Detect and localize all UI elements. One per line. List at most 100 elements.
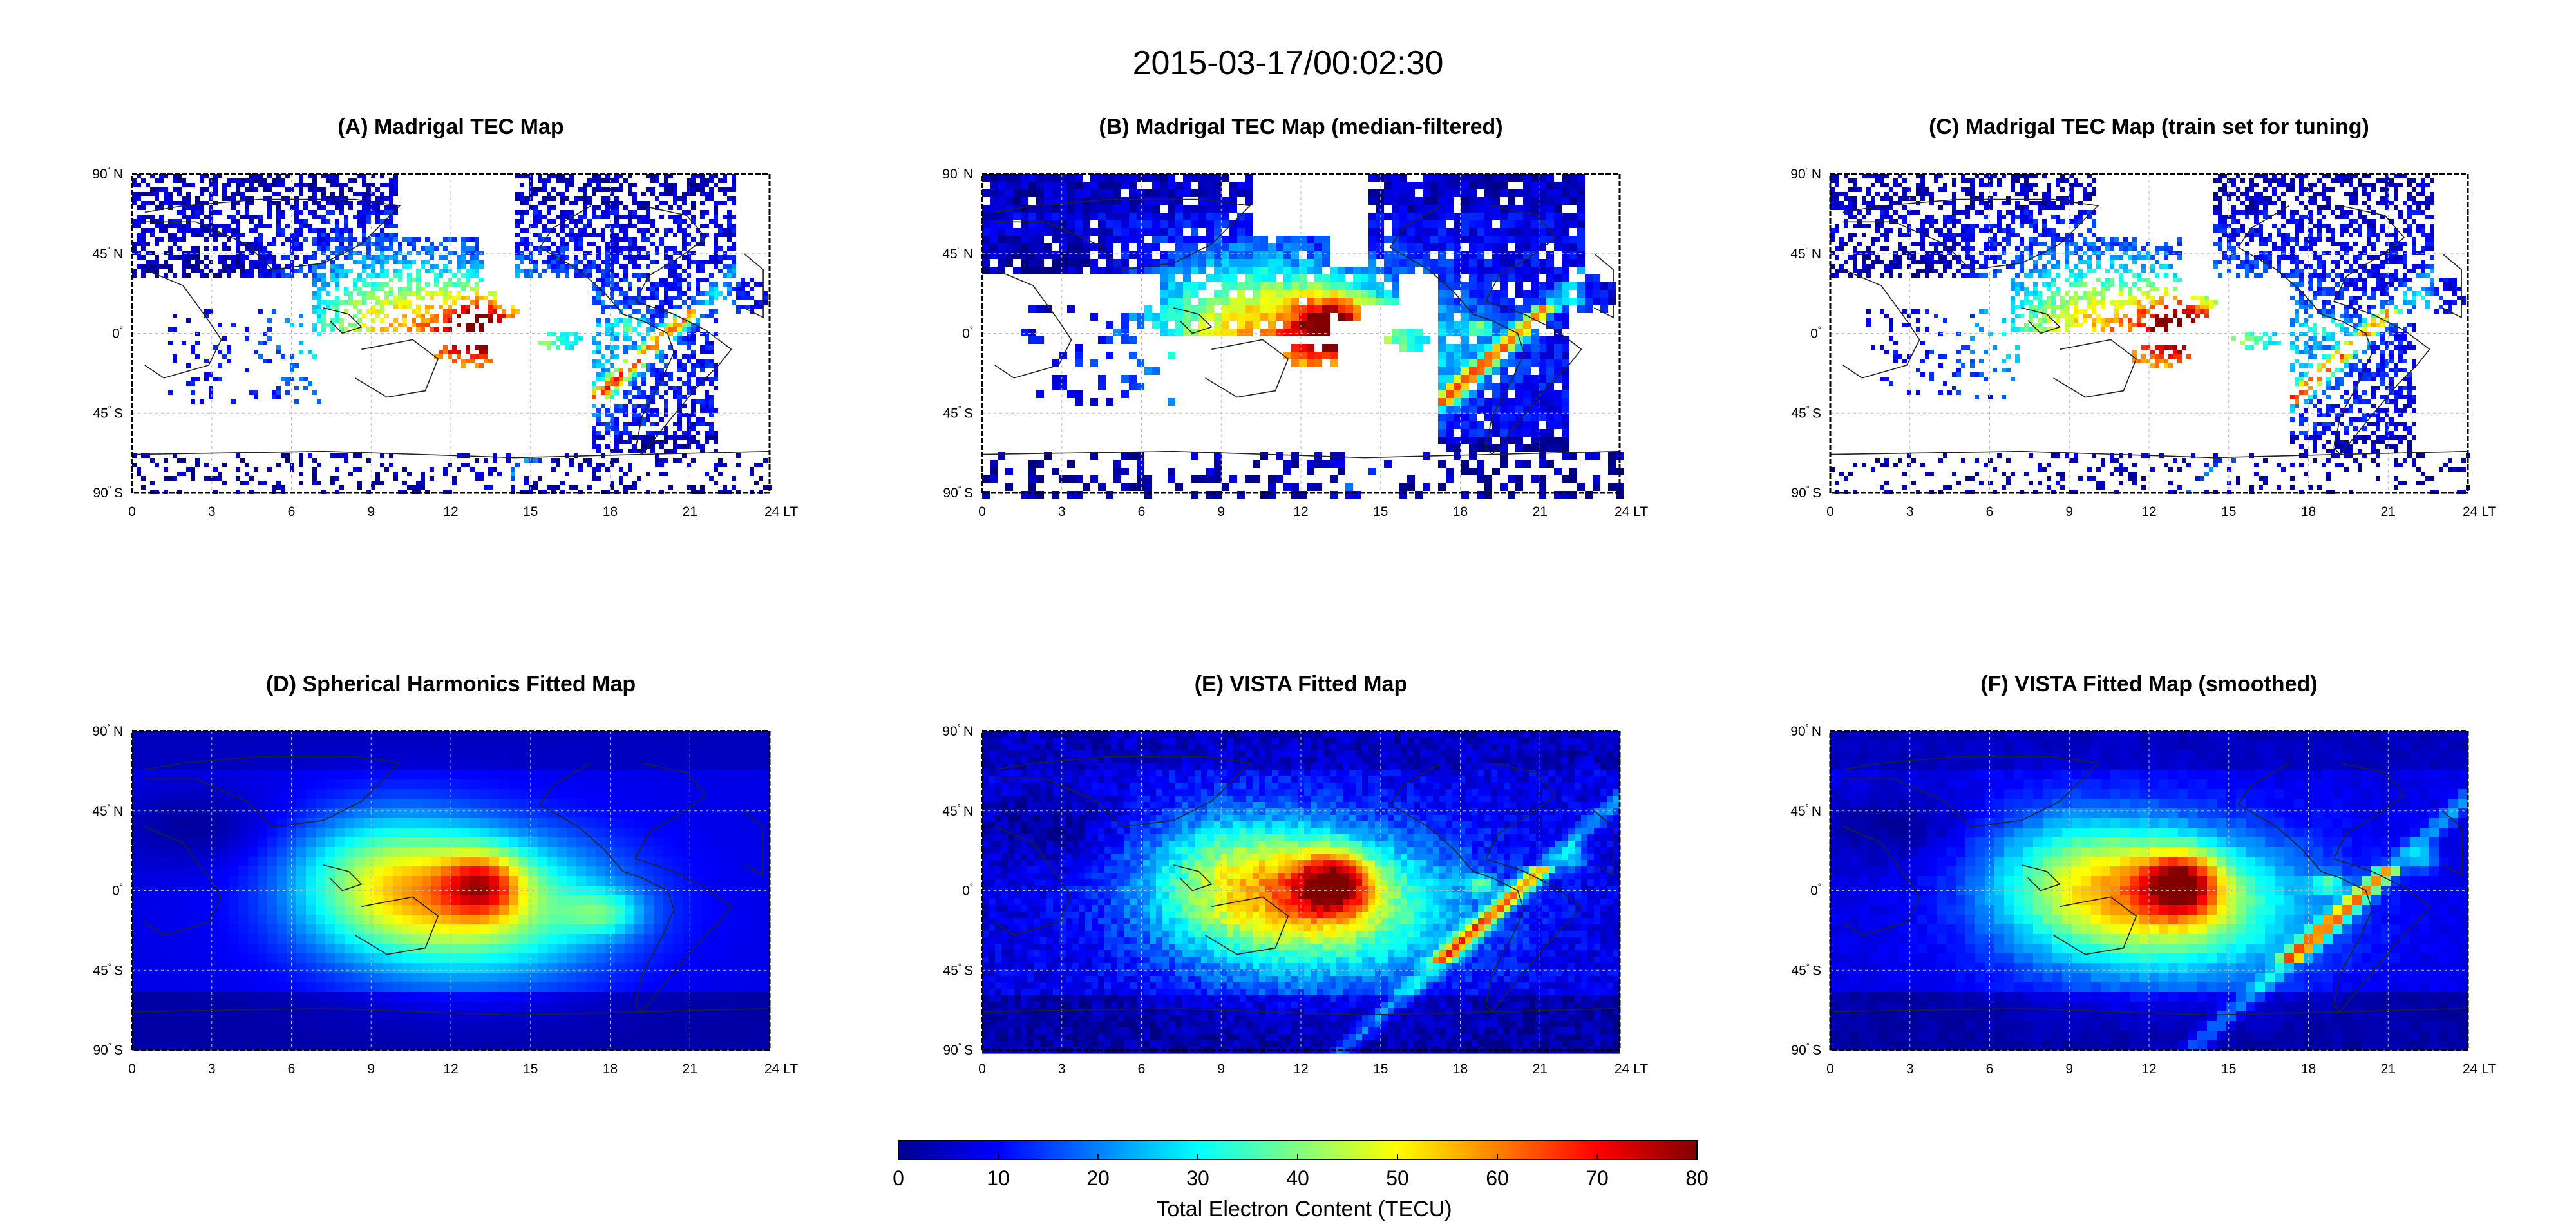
x-tick-label: 15 [2221,504,2236,519]
x-tick-label: 21 [1533,1062,1548,1076]
x-tick-label: 24 LT [1615,1062,1648,1076]
x-tick-label: 6 [288,504,296,519]
figure-title: 2015-03-17/00:02:30 [0,44,2576,82]
x-tick-label: 18 [2301,1062,2316,1076]
x-tick-label: 21 [2381,1062,2396,1076]
y-tick-label: 0° [112,882,123,899]
y-tick-label: 45°N [942,245,973,262]
y-tick-label: 90°S [1791,484,1821,501]
x-tick-label: 3 [1058,1062,1066,1076]
colorbar-label: Total Electron Content (TECU) [886,1197,1723,1222]
y-tick-label: 90°S [1791,1041,1821,1058]
x-tick-label: 3 [1906,504,1914,519]
x-tick-label: 24 LT [2463,504,2496,519]
y-tick-label: 90°N [1790,722,1821,739]
x-tick-label: 24 LT [764,504,798,519]
y-tick-label: 45°S [943,961,973,978]
x-tick-label: 9 [367,504,375,519]
x-tick-label: 24 LT [2463,1062,2496,1076]
x-tick-label: 21 [683,504,697,519]
y-tick-label: 45°N [92,802,123,819]
y-tick-label: 0° [112,325,123,341]
y-tick-label: 45°N [92,245,123,262]
panel-title-a: (A) Madrigal TEC Map [3,115,898,140]
y-tick-label: 90°S [943,1041,973,1058]
x-tick-label: 15 [523,1062,538,1076]
y-tick-label: 90°N [92,722,123,739]
x-tick-label: 9 [2065,1062,2073,1076]
y-tick-label: 45°S [1791,961,1821,978]
colorbar-tick-label: 30 [1186,1167,1209,1190]
y-tick-label: 45°S [93,961,123,978]
x-tick-label: 3 [208,1062,216,1076]
panel-title-c: (C) Madrigal TEC Map (train set for tuni… [1701,115,2576,140]
y-tick-label: 90°S [93,484,123,501]
colorbar-tick-label: 10 [987,1167,1010,1190]
x-tick-label: 21 [2381,504,2396,519]
colorbar-tick-label: 70 [1586,1167,1609,1190]
panel-title-e: (E) VISTA Fitted Map [853,672,1748,697]
x-tick-label: 3 [1058,504,1066,519]
y-tick-label: 90°N [1790,165,1821,182]
panel-title-f: (F) VISTA Fitted Map (smoothed) [1701,672,2576,697]
y-tick-label: 90°N [92,165,123,182]
panel-title-b: (B) Madrigal TEC Map (median-filtered) [853,115,1748,140]
y-tick-label: 90°S [93,1041,123,1058]
x-tick-label: 12 [1293,504,1308,519]
x-tick-label: 0 [1826,1062,1834,1076]
x-tick-label: 18 [603,504,618,519]
x-tick-label: 15 [1373,504,1388,519]
x-tick-label: 0 [978,1062,986,1076]
y-tick-label: 45°S [1791,404,1821,421]
x-tick-label: 0 [978,504,986,519]
y-tick-label: 0° [1810,882,1821,899]
x-tick-label: 21 [683,1062,697,1076]
colorbar-tick-label: 50 [1386,1167,1409,1190]
colorbar-tick-label: 20 [1086,1167,1110,1190]
colorbar-tick-label: 0 [893,1167,904,1190]
x-tick-label: 12 [2141,1062,2156,1076]
x-tick-label: 24 LT [764,1062,798,1076]
panel-title-d: (D) Spherical Harmonics Fitted Map [3,672,898,697]
x-tick-label: 9 [2065,504,2073,519]
x-tick-label: 6 [288,1062,296,1076]
y-tick-label: 45°S [93,404,123,421]
x-tick-label: 12 [1293,1062,1308,1076]
y-tick-label: 90°N [942,165,973,182]
x-tick-label: 9 [367,1062,375,1076]
x-tick-label: 12 [443,1062,458,1076]
y-tick-label: 0° [1810,325,1821,341]
y-tick-label: 90°N [942,722,973,739]
y-tick-label: 0° [962,325,973,341]
y-tick-label: 90°S [943,484,973,501]
x-tick-label: 0 [128,1062,136,1076]
y-tick-label: 0° [962,882,973,899]
x-tick-label: 24 LT [1615,504,1648,519]
y-tick-label: 45°N [1790,245,1821,262]
y-tick-label: 45°S [943,404,973,421]
x-tick-label: 9 [1217,1062,1225,1076]
colorbar-tick-label: 40 [1286,1167,1309,1190]
x-tick-label: 0 [128,504,136,519]
x-tick-label: 6 [1138,1062,1146,1076]
x-tick-label: 3 [208,504,216,519]
x-tick-label: 6 [1986,1062,1994,1076]
x-tick-label: 0 [1826,504,1834,519]
x-tick-label: 15 [1373,1062,1388,1076]
x-tick-label: 18 [1453,504,1468,519]
x-tick-label: 15 [523,504,538,519]
x-tick-label: 12 [2141,504,2156,519]
x-tick-label: 6 [1138,504,1146,519]
x-tick-label: 15 [2221,1062,2236,1076]
y-tick-label: 45°N [942,802,973,819]
colorbar-tick-label: 60 [1486,1167,1509,1190]
x-tick-label: 12 [443,504,458,519]
x-tick-label: 6 [1986,504,1994,519]
x-tick-label: 9 [1217,504,1225,519]
